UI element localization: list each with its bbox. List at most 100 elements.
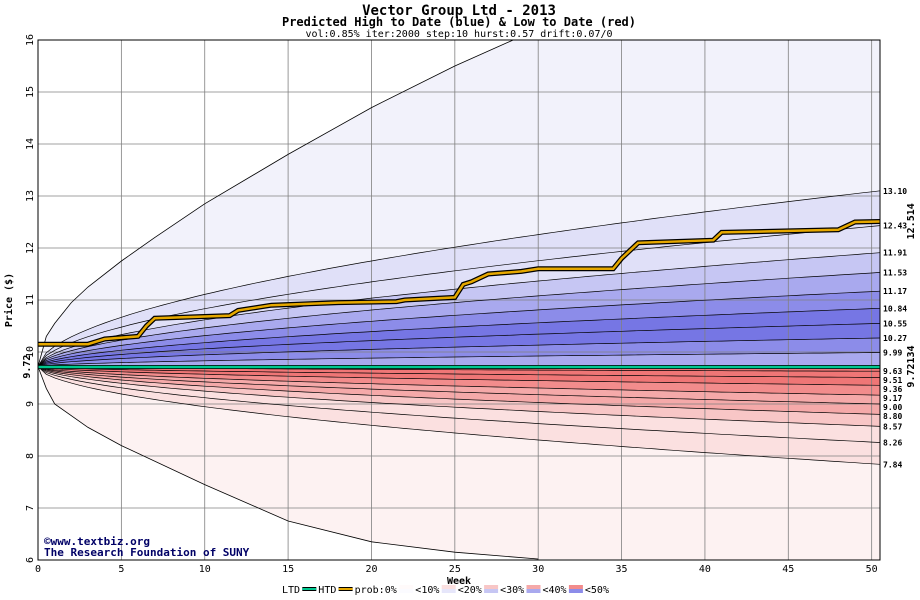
high-band-fill-3 [38, 272, 880, 367]
end-quantile-label: 8.26 [883, 439, 902, 448]
end-quantile-label: 9.36 [883, 385, 902, 394]
high-quantile-line-4 [37, 290, 881, 367]
x-tick-label: 50 [866, 564, 878, 575]
plot-area [37, 39, 881, 561]
legend-swatch-low-6 [526, 585, 541, 589]
low-band-fill-5 [38, 366, 880, 415]
end-quantile-label: 11.53 [883, 268, 907, 277]
low-quantile-line-8 [37, 366, 881, 465]
legend-swatch-high-7 [568, 589, 583, 593]
x-tick-label: 10 [199, 564, 211, 575]
current-htd-label: 12.514 [906, 203, 917, 239]
high-quantile-line-6 [37, 323, 881, 367]
chart-subtitle: Predicted High to Date (blue) & Low to D… [282, 15, 636, 29]
low-quantile-line-7 [37, 366, 881, 443]
y-tick-label: 14 [25, 138, 36, 150]
legend-label-7: <50% [585, 585, 609, 596]
end-quantile-label: 11.17 [883, 287, 907, 296]
high-quantile-line-3 [37, 272, 881, 367]
legend-swatch-high-3 [399, 589, 414, 593]
legend-swatch-high-6 [526, 589, 541, 593]
legend-swatch-high-4 [441, 589, 456, 593]
end-quantile-label: 10.84 [883, 304, 907, 313]
chart-params: vol:0.85% iter:2000 step:10 hurst:0.57 d… [305, 29, 612, 40]
end-quantile-label: 10.55 [883, 319, 907, 328]
low-quantile-line-5 [37, 366, 881, 415]
x-tick-label: 15 [282, 564, 294, 575]
low-band-fill-8 [38, 366, 880, 465]
high-band-fill-8 [38, 352, 880, 367]
low-quantile-line-2 [37, 366, 881, 386]
legend-label-6: <40% [543, 585, 567, 596]
y-tick-label: 15 [25, 86, 36, 98]
high-band-fill-6 [38, 323, 880, 367]
outer-low-envelope [37, 366, 539, 560]
x-tick-label: 45 [782, 564, 794, 575]
high-quantile-line-5 [37, 307, 881, 367]
y-tick-label: 6 [25, 557, 36, 563]
x-tick-label: 0 [35, 564, 41, 575]
y-tick-label: 9 [25, 401, 36, 407]
end-quantile-label: 11.91 [883, 249, 907, 258]
legend-swatch-low-4 [441, 585, 456, 589]
start-price-label: 9.72 [22, 355, 33, 379]
end-quantile-label: 13.10 [883, 187, 907, 196]
y-tick-label: 13 [25, 190, 36, 202]
y-axis-label: Price ($) [3, 273, 15, 327]
legend-label-htd: HTD [318, 585, 336, 596]
end-quantile-label: 9.99 [883, 349, 902, 358]
y-tick-label: 12 [25, 242, 36, 254]
x-tick-label: 5 [118, 564, 124, 575]
low-band-fill-7 [38, 366, 880, 443]
low-quantile-line-3 [37, 366, 881, 396]
legend-swatch-low-3 [399, 585, 414, 589]
end-quantile-label: 9.63 [883, 367, 902, 376]
plot-frame [37, 39, 881, 561]
end-quantile-label: 9.51 [883, 376, 902, 385]
low-quantile-line-4 [37, 366, 881, 405]
y-tick-label: 16 [25, 34, 36, 46]
low-band-fill-1 [38, 366, 880, 378]
legend: LTD HTD prob:0% <10% <20% <30% <40% <50% [282, 585, 609, 596]
x-tick-label: 40 [699, 564, 711, 575]
high-band-fill-5 [38, 308, 880, 367]
x-axis-label: Week [447, 576, 471, 587]
y-tick-label: 7 [25, 505, 36, 511]
axes: 0 5 10 15 20 25 30 35 40 45 50 6 7 8 9 10 11 12 13 14 15 16 9.… [22, 34, 917, 575]
legend-label-3: <10% [415, 585, 439, 596]
end-quantile-label: 8.57 [883, 422, 902, 431]
high-quantile-line-7 [37, 337, 881, 367]
high-quantile-line-1 [37, 225, 881, 367]
legend-label-ltd: LTD [282, 585, 300, 596]
organization-text: The Research Foundation of SUNY [44, 546, 250, 559]
chart-title: Vector Group Ltd - 2013 [362, 3, 556, 19]
high-band-fill-4 [38, 291, 880, 367]
legend-swatch-high-5 [484, 589, 499, 593]
copyright-text: ©www.textbiz.org [44, 535, 150, 548]
legend-swatch-low-5 [484, 585, 499, 589]
high-quantile-line-8 [37, 352, 881, 367]
low-band-fill-2 [38, 366, 880, 386]
legend-swatch-low-7 [568, 585, 583, 589]
y-tick-label: 8 [25, 453, 36, 459]
low-band-fill-6 [38, 366, 880, 427]
outer-high-envelope [37, 39, 514, 367]
x-tick-label: 30 [532, 564, 544, 575]
end-quantile-label: 9.00 [883, 403, 902, 412]
x-tick-label: 20 [365, 564, 377, 575]
x-tick-label: 25 [449, 564, 461, 575]
y-tick-label: 11 [25, 294, 36, 306]
low-quantile-line-1 [37, 366, 881, 378]
legend-label-4: <20% [458, 585, 482, 596]
end-quantile-label: 10.27 [883, 334, 907, 343]
current-ltd-label: 9.72134 [906, 345, 917, 387]
low-quantile-line-6 [37, 366, 881, 427]
end-quantile-label: 8.80 [883, 412, 902, 421]
low-band-fill-4 [38, 366, 880, 404]
high-quantile-line-0 [37, 190, 881, 367]
high-band-fill-1 [38, 225, 880, 367]
high-band-fill-0 [38, 190, 880, 367]
legend-label-5: <30% [500, 585, 524, 596]
y-tick-label: 10 [25, 346, 36, 358]
